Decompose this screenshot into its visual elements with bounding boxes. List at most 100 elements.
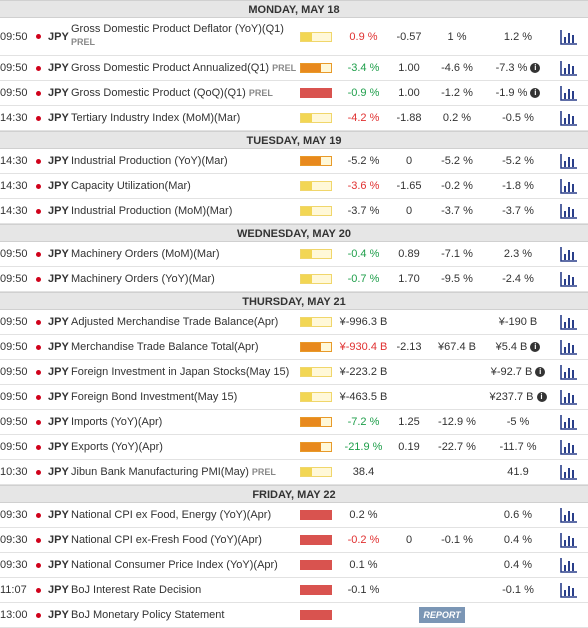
event-name[interactable]: Gross Domestic Product Annualized(Q1) PRE…: [71, 56, 297, 80]
event-row[interactable]: 13:00 JPY BoJ Monetary Policy Statement …: [0, 603, 588, 628]
actual-value: -0.9 %: [347, 87, 380, 99]
event-row[interactable]: 09:50 JPY Gross Domestic Product (QoQ)(Q…: [0, 81, 588, 106]
event-row[interactable]: 09:50 JPY Foreign Investment in Japan St…: [0, 360, 588, 385]
bar-chart-icon[interactable]: [558, 199, 580, 223]
event-row[interactable]: 10:30 JPY Jibun Bank Manufacturing PMI(M…: [0, 460, 588, 485]
event-row[interactable]: 09:50 JPY Gross Domestic Product Annuali…: [0, 56, 588, 81]
event-name[interactable]: Industrial Production (YoY)(Mar): [71, 149, 297, 173]
actual-value: -0.2 %: [347, 534, 380, 546]
actual-value: -3.6 %: [347, 180, 380, 192]
event-time: 09:30: [0, 509, 28, 521]
event-name[interactable]: National CPI ex Food, Energy (YoY)(Apr): [71, 503, 297, 527]
japan-flag-icon: [34, 603, 42, 627]
bar-chart-icon[interactable]: [558, 410, 580, 434]
deviation-value: 0.19: [398, 441, 420, 453]
event-row[interactable]: 14:30 JPY Tertiary Industry Index (MoM)(…: [0, 106, 588, 131]
bar-chart-icon[interactable]: [558, 385, 580, 409]
event-row[interactable]: 09:30 JPY National CPI ex-Fresh Food (Yo…: [0, 528, 588, 553]
actual-value: ¥-223.2 B: [339, 366, 388, 378]
event-name[interactable]: BoJ Interest Rate Decision: [71, 578, 297, 602]
event-row[interactable]: 09:50 JPY Adjusted Merchandise Trade Bal…: [0, 310, 588, 335]
bar-chart-icon[interactable]: [558, 174, 580, 198]
previous-value: -0.1 %: [486, 578, 550, 602]
event-name[interactable]: Capacity Utilization(Mar): [71, 174, 297, 198]
event-row[interactable]: 09:50 JPY Gross Domestic Product Deflato…: [0, 18, 588, 56]
event-row[interactable]: 11:07 JPY BoJ Interest Rate Decision -0.…: [0, 578, 588, 603]
bar-chart-icon[interactable]: [558, 81, 580, 105]
bar-chart-icon[interactable]: [558, 503, 580, 527]
actual-value: -0.4 %: [347, 248, 380, 260]
info-icon[interactable]: i: [530, 63, 541, 73]
event-row[interactable]: 09:50 JPY Machinery Orders (YoY)(Mar) -0…: [0, 267, 588, 292]
bar-chart-icon[interactable]: [558, 528, 580, 552]
bar-chart-icon[interactable]: [558, 578, 580, 602]
event-name[interactable]: Tertiary Industry Index (MoM)(Mar): [71, 106, 297, 130]
bar-chart-icon[interactable]: [558, 56, 580, 80]
previous-value: 0.4 %: [486, 553, 550, 577]
event-name[interactable]: Imports (YoY)(Apr): [71, 410, 297, 434]
bar-chart-icon[interactable]: [558, 106, 580, 130]
actual-value: -0.7 %: [347, 273, 380, 285]
day-header: MONDAY, MAY 18: [0, 0, 588, 18]
bar-chart-icon[interactable]: [558, 18, 580, 55]
bar-chart-icon[interactable]: [558, 553, 580, 577]
impact-indicator: [300, 106, 334, 130]
bar-chart-icon[interactable]: [558, 360, 580, 384]
previous-text: 1.2 %: [503, 30, 533, 43]
consensus-value: [430, 503, 484, 527]
event-name[interactable]: Jibun Bank Manufacturing PMI(May) PREL: [71, 460, 297, 484]
bar-chart-icon[interactable]: [558, 267, 580, 291]
event-name[interactable]: Machinery Orders (YoY)(Mar): [71, 267, 297, 291]
event-name[interactable]: National CPI ex-Fresh Food (YoY)(Apr): [71, 528, 297, 552]
bar-chart-icon[interactable]: [558, 310, 580, 334]
event-name[interactable]: National Consumer Price Index (YoY)(Apr): [71, 553, 297, 577]
deviation-value: [392, 578, 426, 602]
event-row[interactable]: 09:50 JPY Foreign Bond Investment(May 15…: [0, 385, 588, 410]
previous-text: -7.3 %: [495, 62, 528, 74]
japan-flag-icon: [34, 310, 42, 334]
info-icon[interactable]: i: [536, 392, 547, 402]
currency-code: JPY: [48, 609, 69, 621]
event-row[interactable]: 09:30 JPY National CPI ex Food, Energy (…: [0, 503, 588, 528]
report-button[interactable]: REPORT: [419, 603, 465, 627]
event-row[interactable]: 09:50 JPY Exports (YoY)(Apr) -21.9 % 0.1…: [0, 435, 588, 460]
info-icon[interactable]: i: [535, 367, 546, 377]
previous-text: ¥5.4 B: [495, 341, 528, 353]
event-name[interactable]: Industrial Production (MoM)(Mar): [71, 199, 297, 223]
event-name[interactable]: Machinery Orders (MoM)(Mar): [71, 242, 297, 266]
event-row[interactable]: 09:50 JPY Machinery Orders (MoM)(Mar) -0…: [0, 242, 588, 267]
bar-chart-icon[interactable]: [558, 435, 580, 459]
event-row[interactable]: 09:50 JPY Merchandise Trade Balance Tota…: [0, 335, 588, 360]
event-name[interactable]: Adjusted Merchandise Trade Balance(Apr): [71, 310, 297, 334]
event-row[interactable]: 14:30 JPY Industrial Production (YoY)(Ma…: [0, 149, 588, 174]
event-name[interactable]: Foreign Bond Investment(May 15): [71, 385, 297, 409]
event-name[interactable]: Gross Domestic Product Deflator (YoY)(Q1…: [71, 18, 297, 49]
impact-indicator: [300, 149, 334, 173]
event-row[interactable]: 09:50 JPY Imports (YoY)(Apr) -7.2 % 1.25…: [0, 410, 588, 435]
currency-code: JPY: [48, 180, 69, 192]
event-name[interactable]: Merchandise Trade Balance Total(Apr): [71, 335, 297, 359]
info-icon[interactable]: i: [530, 88, 541, 98]
event-row[interactable]: 09:30 JPY National Consumer Price Index …: [0, 553, 588, 578]
bar-chart-icon[interactable]: [558, 460, 580, 484]
report-label[interactable]: REPORT: [419, 607, 465, 623]
consensus-value: [430, 460, 484, 484]
bar-chart-icon[interactable]: [558, 335, 580, 359]
actual-value: 38.4: [352, 466, 375, 478]
event-row[interactable]: 14:30 JPY Industrial Production (MoM)(Ma…: [0, 199, 588, 224]
info-icon[interactable]: i: [530, 342, 541, 352]
event-name[interactable]: BoJ Monetary Policy Statement: [71, 603, 297, 627]
previous-value: -5 %: [486, 410, 550, 434]
bar-chart-icon[interactable]: [558, 242, 580, 266]
previous-text: -5.2 %: [502, 155, 534, 167]
event-name[interactable]: Gross Domestic Product (QoQ)(Q1) PREL: [71, 81, 297, 105]
japan-flag-icon: [34, 385, 42, 409]
event-name[interactable]: Exports (YoY)(Apr): [71, 435, 297, 459]
bar-chart-icon[interactable]: [558, 149, 580, 173]
japan-flag-icon: [34, 174, 42, 198]
previous-value: 1.2 %: [486, 18, 550, 55]
impact-indicator: [300, 553, 334, 577]
event-row[interactable]: 14:30 JPY Capacity Utilization(Mar) -3.6…: [0, 174, 588, 199]
event-time: 09:50: [0, 416, 28, 428]
event-name[interactable]: Foreign Investment in Japan Stocks(May 1…: [71, 360, 297, 384]
